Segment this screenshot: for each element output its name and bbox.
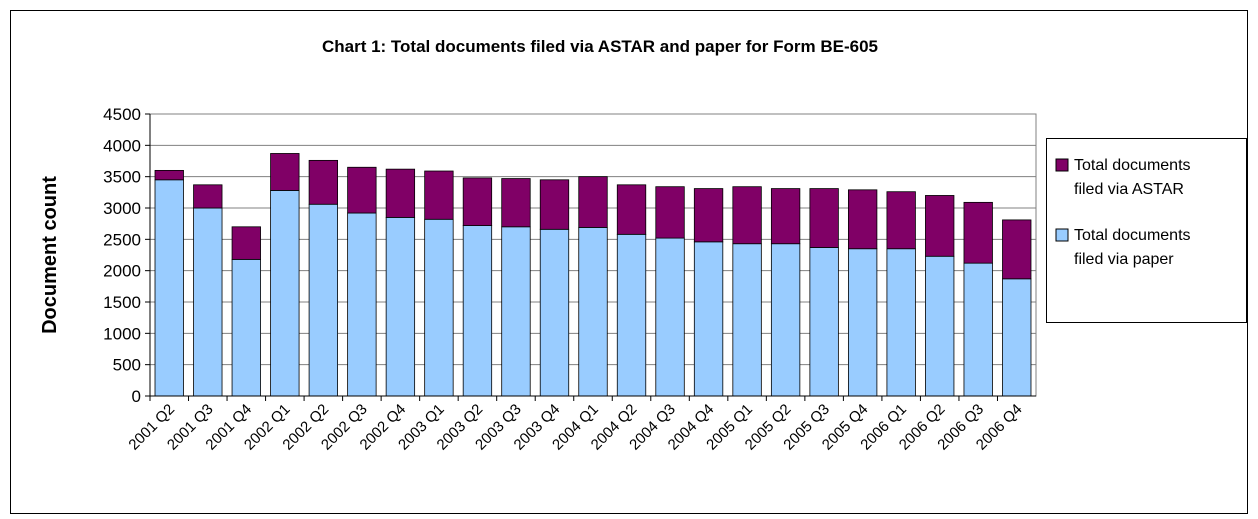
bar-segment xyxy=(693,241,724,397)
bar-segment xyxy=(693,188,724,243)
y-tick-label: 1500 xyxy=(103,293,141,312)
bar-segment xyxy=(847,248,878,397)
bar-segment xyxy=(963,201,993,264)
bar-segment xyxy=(193,207,223,397)
bar-segment xyxy=(462,177,493,226)
legend-label: Total documents filed via paper xyxy=(1074,227,1191,268)
bar-segment xyxy=(1002,278,1032,397)
bar-segment xyxy=(655,186,685,239)
bar-segment xyxy=(732,186,762,245)
bar-segment xyxy=(886,191,916,250)
bar-segment xyxy=(154,169,184,181)
bar-segment xyxy=(925,195,955,257)
bar-segment xyxy=(347,212,377,397)
chart-title: Chart 1: Total documents filed via ASTAR… xyxy=(322,37,878,56)
bar-segment xyxy=(308,203,339,397)
bar-segment xyxy=(655,237,685,397)
y-tick-label: 2000 xyxy=(103,262,141,281)
y-tick-label: 3000 xyxy=(103,199,141,218)
bar-segment xyxy=(616,184,647,235)
bar-segment xyxy=(963,262,993,397)
bar-segment xyxy=(732,243,762,397)
y-axis-label: Document count xyxy=(39,176,61,334)
bar-segment xyxy=(193,184,223,209)
bar-segment xyxy=(424,170,454,220)
bar-segment xyxy=(578,176,608,228)
bar-segment xyxy=(462,225,493,397)
bar-segment xyxy=(347,166,377,214)
y-tick-label: 4500 xyxy=(103,105,141,124)
y-tick-label: 4000 xyxy=(103,136,141,155)
bar-segment xyxy=(578,227,608,397)
legend-label: Total documents filed via ASTAR xyxy=(1074,157,1191,198)
bar-segment xyxy=(539,228,570,397)
bar-segment xyxy=(231,258,261,397)
y-tick-label: 1000 xyxy=(103,324,141,343)
bar-segment xyxy=(385,216,416,397)
bar-segment xyxy=(616,233,647,397)
bar-segment xyxy=(770,243,801,397)
bar-segment xyxy=(501,178,531,228)
bar-segment xyxy=(847,189,878,250)
bar-segment xyxy=(1002,219,1032,280)
y-tick-label: 0 xyxy=(132,387,141,406)
bar-segment xyxy=(270,190,300,397)
bar-segment xyxy=(501,226,531,397)
y-tick-label: 3500 xyxy=(103,168,141,187)
bar-segment xyxy=(539,179,570,230)
bar-segment xyxy=(809,188,839,248)
bar-segment xyxy=(385,168,416,218)
bar-segment xyxy=(809,247,839,397)
y-tick-label: 2500 xyxy=(103,230,141,249)
legend-swatch xyxy=(1055,158,1069,172)
y-tick-label: 500 xyxy=(113,356,141,375)
bar-segment xyxy=(308,159,339,205)
legend-swatch xyxy=(1055,228,1069,242)
bar-segment xyxy=(925,255,955,397)
legend xyxy=(1046,138,1247,323)
bar-segment xyxy=(231,226,261,260)
bar-segment xyxy=(770,188,801,245)
bar-segment xyxy=(154,179,184,397)
bar-segment xyxy=(270,153,300,191)
bar-segment xyxy=(424,218,454,397)
bar-segment xyxy=(886,248,916,397)
